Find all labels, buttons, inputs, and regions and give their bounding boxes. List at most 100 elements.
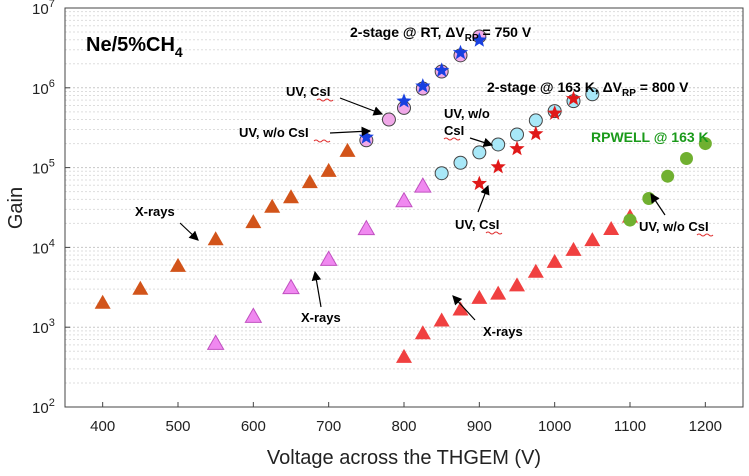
y-tick-label: 107 — [32, 0, 55, 18]
point-2-stage-163-k-x-rays — [319, 250, 338, 266]
x-tick-label: 1200 — [689, 418, 722, 435]
y-tick-label: 103 — [32, 317, 55, 337]
point-rpwell-163-k-x-rays — [396, 348, 412, 363]
point-rpwell-163-k-x-rays — [509, 277, 525, 292]
point-2-stage-163-k-uv-csi — [547, 105, 563, 120]
point-2-stage-rt-x-rays — [283, 189, 299, 204]
x-tick-label: 1000 — [538, 418, 571, 435]
squiggle-csi-rt — [316, 98, 334, 102]
rt-header: 2-stage @ RT, ΔVRP = 750 V — [350, 24, 532, 44]
squiggle-csi-wo-rt — [313, 139, 331, 143]
y-tick-base: 10 — [32, 81, 49, 98]
arrow-xrays-163 — [311, 270, 322, 308]
y-tick-base: 10 — [32, 240, 49, 257]
rt-header-sub: RP — [465, 33, 479, 44]
point-2-stage-163-k-uv-csi — [490, 158, 506, 174]
squiggle-csi-163 — [485, 231, 503, 235]
annotation-arrows — [179, 97, 666, 321]
point-2-stage-163-k-x-rays — [357, 219, 376, 236]
arrow-xrays-rt — [179, 222, 199, 241]
point-2-stage-rt-x-rays — [94, 294, 111, 309]
y-tick-label: 105 — [32, 158, 55, 178]
y-tick-label: 104 — [32, 237, 55, 257]
point-rpwell-163-k-uv-w-o-csi — [623, 213, 637, 227]
point-2-stage-163-k-x-rays — [206, 334, 225, 350]
point-2-stage-rt-uv-csi — [358, 129, 374, 144]
point-2-stage-rt-uv-csi — [396, 93, 412, 108]
rt-header-post: = 750 V — [479, 24, 532, 40]
point-2-stage-rt-uv-csi — [452, 44, 469, 60]
point-2-stage-163-k-uv-csi — [471, 175, 487, 191]
point-rpwell-163-k-x-rays — [527, 263, 544, 278]
point-rpwell-163-k-x-rays — [471, 289, 488, 304]
x-tick-label: 500 — [165, 418, 190, 435]
arrow-xrays-rpwell — [452, 295, 476, 321]
y-tick-exponent: 3 — [49, 317, 55, 329]
y-tick-exponent: 4 — [49, 237, 55, 249]
point-2-stage-163-k-x-rays — [413, 177, 432, 193]
point-2-stage-163-k-uv-csi — [509, 140, 525, 156]
point-rpwell-163-k-x-rays — [603, 221, 620, 236]
point-2-stage-163-k-x-rays — [395, 191, 413, 208]
point-2-stage-rt-x-rays — [339, 142, 356, 157]
x-tick-label: 400 — [90, 418, 115, 435]
point-2-stage-rt-uv-w-o-csi — [381, 112, 396, 127]
label-uv-csi-163: UV, CsI — [455, 217, 499, 232]
lowT-header-post: = 800 V — [636, 79, 689, 95]
gas-label: Ne/5%CH4 — [86, 34, 183, 60]
point-rpwell-163-k-x-rays — [490, 285, 507, 300]
rpwell-header: RPWELL @ 163 K — [591, 129, 709, 145]
y-tick-label: 102 — [32, 397, 55, 417]
y-tick-exponent: 2 — [49, 397, 55, 409]
point-2-stage-163-k-x-rays — [282, 278, 300, 295]
y-tick-base: 10 — [32, 320, 49, 337]
label-uv-wo-csi-163-l2: CsI — [444, 123, 464, 138]
x-axis-title: Voltage across the THGEM (V) — [267, 447, 541, 469]
point-rpwell-163-k-x-rays — [546, 253, 563, 268]
gas-label-sub: 4 — [175, 44, 183, 60]
label-uv-wo-csi-163-l1: UV, w/o — [444, 106, 490, 121]
y-tick-base: 10 — [32, 1, 49, 18]
point-rpwell-163-k-uv-w-o-csi — [680, 152, 693, 166]
arrow-uv-csi-163 — [477, 184, 490, 213]
x-tick-label: 1100 — [614, 418, 646, 435]
rt-header-pre: 2-stage @ RT, — [350, 24, 445, 40]
point-2-stage-163-k-x-rays — [244, 307, 263, 323]
label-xrays-163: X-rays — [301, 310, 341, 325]
point-2-stage-163-k-uv-w-o-csi — [453, 155, 468, 170]
point-2-stage-rt-x-rays — [264, 198, 281, 213]
point-2-stage-163-k-uv-w-o-csi — [472, 145, 487, 160]
x-tick-label: 900 — [467, 418, 492, 435]
point-2-stage-163-k-uv-w-o-csi — [510, 127, 524, 142]
point-2-stage-163-k-uv-csi — [565, 90, 582, 106]
lowT-header-sub: RP — [622, 88, 636, 99]
point-rpwell-163-k-x-rays — [452, 301, 469, 316]
point-rpwell-163-k-x-rays — [414, 325, 431, 340]
lowT-header-pre: 2-stage @ 163 K, — [487, 79, 603, 95]
point-rpwell-163-k-x-rays — [433, 312, 450, 327]
point-2-stage-rt-x-rays — [132, 280, 149, 295]
y-tick-exponent: 5 — [49, 158, 55, 170]
label-uv-wo-csi-rpwell: UV, w/o CsI — [639, 219, 709, 234]
gas-label-main: Ne/5%CH — [86, 34, 175, 56]
y-tick-label: 106 — [32, 78, 55, 98]
point-2-stage-163-k-uv-w-o-csi — [528, 113, 543, 128]
y-tick-exponent: 6 — [49, 78, 55, 90]
x-tick-label: 600 — [241, 418, 266, 435]
point-rpwell-163-k-uv-w-o-csi — [698, 137, 712, 151]
y-tick-base: 10 — [32, 400, 49, 417]
point-rpwell-163-k-uv-w-o-csi — [661, 169, 675, 183]
squiggle-csi-163-wo — [443, 137, 461, 141]
label-xrays-rt: X-rays — [135, 204, 175, 219]
rt-header-delta: ΔV — [445, 24, 465, 40]
point-2-stage-163-k-uv-w-o-csi — [491, 137, 506, 152]
y-tick-base: 10 — [32, 161, 49, 178]
data-marks — [94, 29, 712, 363]
y-axis-title: Gain — [5, 187, 27, 229]
point-rpwell-163-k-x-rays — [565, 241, 582, 256]
squiggle-csi-rpwell — [696, 233, 714, 237]
label-uv-csi-rt: UV, CsI — [286, 84, 330, 99]
point-rpwell-163-k-x-rays — [584, 232, 601, 247]
point-2-stage-163-k-uv-w-o-csi — [434, 166, 449, 181]
